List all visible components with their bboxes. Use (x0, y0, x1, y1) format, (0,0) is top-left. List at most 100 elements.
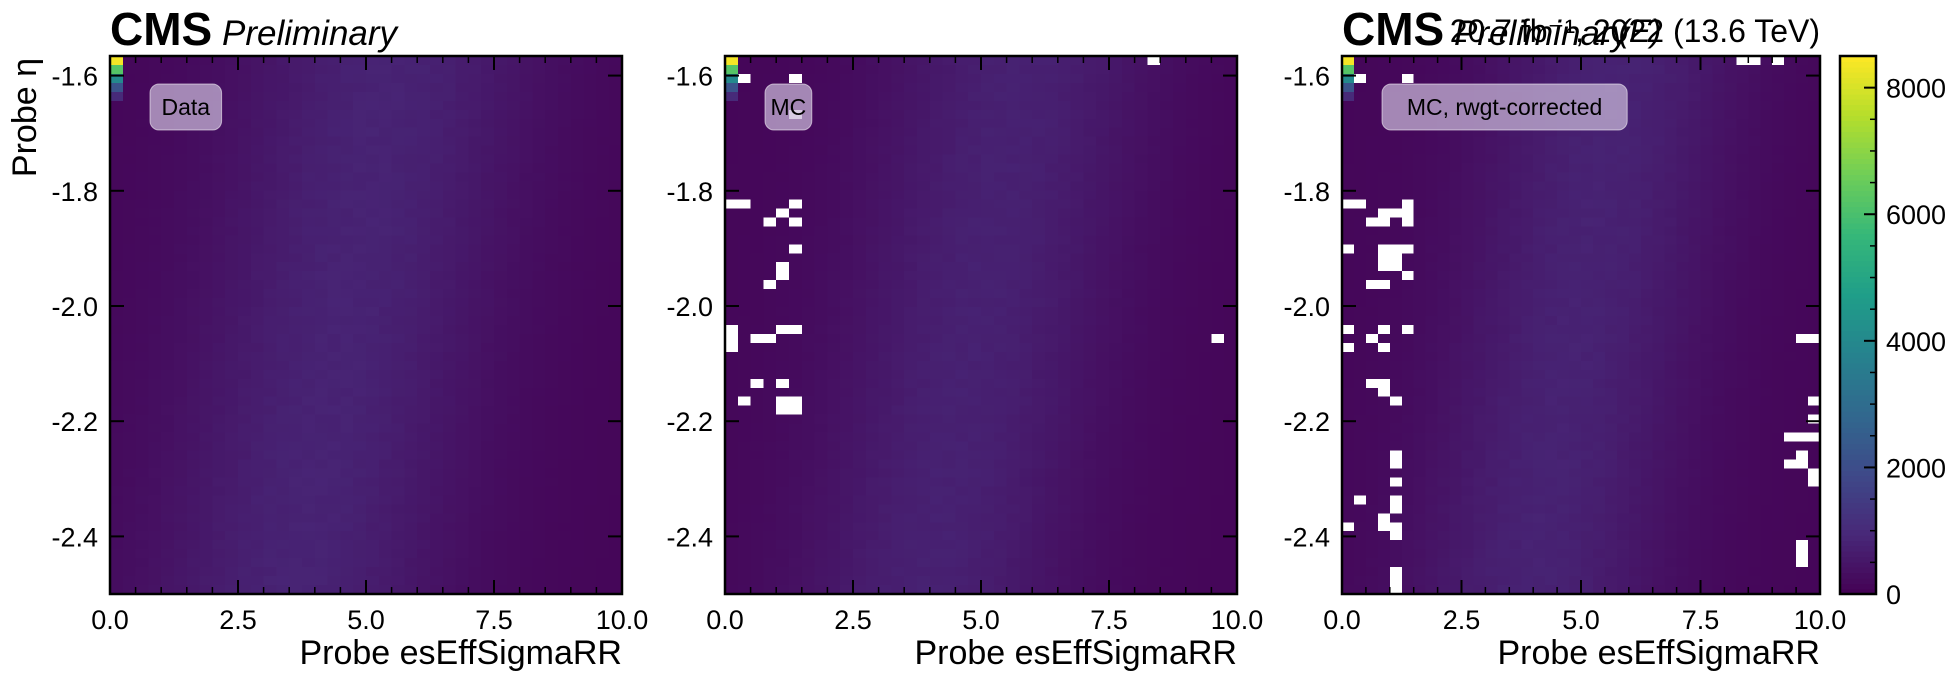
heatmap-bin (853, 504, 867, 514)
heatmap-bin (558, 208, 572, 218)
heatmap-bin (327, 208, 341, 218)
heatmap-bin (737, 325, 752, 335)
heatmap-bin (558, 513, 572, 523)
heatmap-bin (1019, 486, 1033, 496)
heatmap-bin (1147, 396, 1161, 407)
heatmap-bin (1045, 378, 1059, 389)
heatmap-bin (468, 226, 482, 236)
heatmap-bin (1121, 414, 1136, 425)
heatmap-bin (1509, 64, 1522, 75)
heatmap-bin (314, 109, 329, 120)
heatmap-bin (532, 432, 546, 443)
heatmap-bin (161, 154, 175, 165)
heatmap-bin (263, 513, 277, 523)
heatmap-bin (174, 342, 188, 353)
heatmap-bin (583, 576, 597, 586)
heatmap-bin (468, 136, 482, 147)
heatmap-bin (122, 378, 137, 389)
heatmap-bin (263, 325, 277, 335)
heatmap-bin (378, 495, 393, 505)
y-tick-label: -2.2 (51, 407, 98, 437)
heatmap-bin (327, 118, 341, 129)
heatmap-bin (468, 549, 482, 559)
heatmap-bin (186, 226, 201, 236)
heatmap-bin (814, 82, 828, 93)
heatmap-bin (993, 351, 1008, 362)
heatmap-bin (494, 127, 508, 138)
heatmap-bin (238, 414, 252, 425)
heatmap-bin (404, 91, 418, 102)
heatmap-bin (1342, 56, 1355, 66)
heatmap-bin (1006, 244, 1020, 254)
heatmap-bin (110, 163, 124, 174)
heatmap-bin (378, 91, 393, 102)
heatmap-bin (1198, 459, 1212, 470)
heatmap-bin (340, 378, 354, 389)
heatmap-bin (904, 307, 918, 317)
heatmap-bin (725, 280, 739, 290)
heatmap-bin (302, 325, 316, 335)
heatmap-bin (917, 199, 931, 210)
heatmap-bin (302, 73, 316, 84)
heatmap-bin (865, 271, 880, 281)
heatmap-bin (442, 181, 457, 192)
heatmap-bin (583, 450, 597, 461)
heatmap-bin (276, 181, 290, 192)
heatmap-bin (1134, 316, 1148, 326)
heatmap-bin (212, 56, 226, 66)
heatmap-bin (904, 459, 918, 470)
heatmap-bin (481, 369, 495, 380)
heatmap-bin (1057, 100, 1072, 111)
heatmap-bin (327, 360, 341, 371)
heatmap-bin (993, 235, 1008, 245)
heatmap-bin (417, 576, 431, 586)
heatmap-bin (135, 109, 149, 120)
heatmap-bin (289, 432, 303, 443)
heatmap-bin (174, 549, 188, 559)
heatmap-bin (968, 477, 982, 487)
heatmap-bin (199, 549, 213, 559)
heatmap-bin (1083, 504, 1097, 514)
heatmap-bin (1134, 199, 1148, 210)
heatmap-bin (1057, 307, 1072, 317)
heatmap-bin (942, 56, 956, 66)
heatmap-bin (840, 558, 854, 568)
heatmap-bin (1134, 154, 1148, 165)
heatmap-bin (801, 154, 816, 165)
heatmap-bin (327, 244, 341, 254)
heatmap-bin (981, 333, 995, 344)
heatmap-bin (1083, 73, 1097, 84)
heatmap-bin (302, 316, 316, 326)
heatmap-bin (596, 262, 610, 272)
heatmap-bin (1006, 414, 1020, 425)
heatmap-bin (250, 82, 265, 93)
heatmap-bin (750, 181, 764, 192)
heatmap-bin (750, 145, 764, 156)
heatmap-bin (609, 181, 623, 192)
heatmap-bin (378, 450, 393, 461)
heatmap-bin (1147, 495, 1161, 505)
heatmap-bin (302, 531, 316, 541)
heatmap-bin (1070, 145, 1084, 156)
heatmap-bin (1045, 253, 1059, 263)
heatmap-bin (1134, 190, 1148, 201)
heatmap-bin (1173, 441, 1187, 452)
heatmap-bin (1083, 396, 1097, 407)
heatmap-bin (993, 199, 1008, 210)
heatmap-bin (391, 181, 405, 192)
heatmap-bin (314, 423, 329, 434)
heatmap-bin (417, 450, 431, 461)
heatmap-bin (1134, 486, 1148, 496)
heatmap-bin (981, 468, 995, 479)
heatmap-bin (174, 136, 188, 147)
heatmap-bin (993, 163, 1008, 174)
heatmap-bin (148, 127, 162, 138)
heatmap-bin (840, 468, 854, 479)
heatmap-bin (391, 351, 405, 362)
heatmap-bin (327, 468, 341, 479)
heatmap-bin (725, 172, 739, 183)
heatmap-bin (891, 513, 905, 523)
heatmap-bin (442, 163, 457, 174)
heatmap-bin (993, 432, 1008, 443)
heatmap-bin (122, 342, 137, 353)
